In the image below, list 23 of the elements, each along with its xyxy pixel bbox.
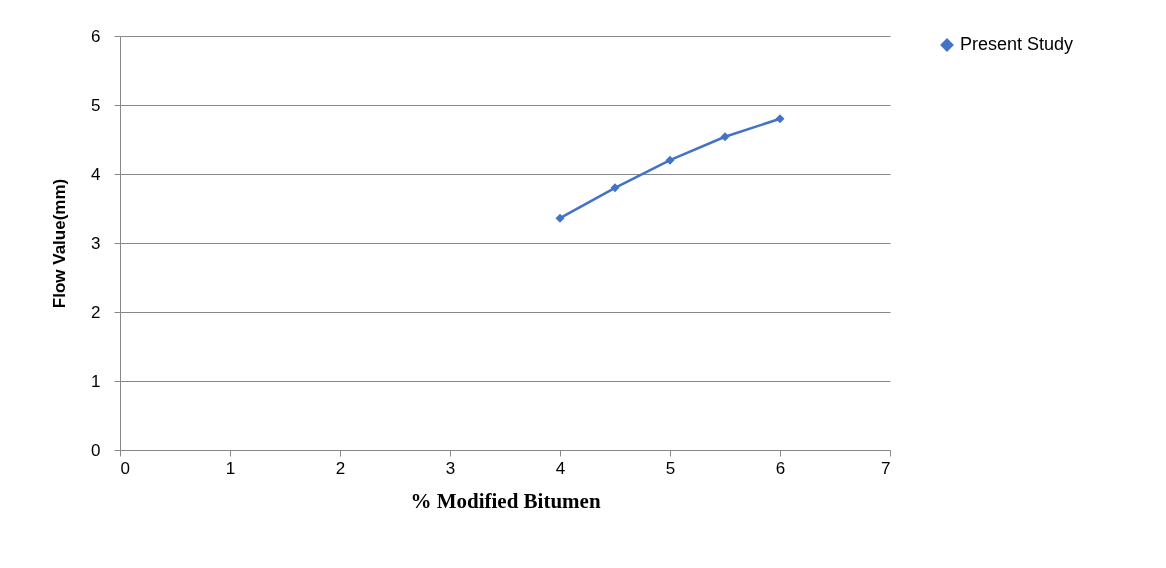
- y-tick-label: 5: [91, 95, 101, 115]
- x-tick-label: 7: [881, 458, 891, 478]
- x-tick-label: 2: [335, 458, 346, 478]
- x-tick-label: 1: [225, 458, 236, 478]
- point: [610, 183, 620, 193]
- y-tick-label: 2: [91, 302, 101, 322]
- x-tick-label: 5: [665, 458, 676, 478]
- legend-label: Present Study: [960, 34, 1074, 54]
- point: [775, 114, 785, 124]
- x-axis-title: % Modified Bitumen: [410, 488, 601, 513]
- y-tick-label: 6: [91, 26, 101, 46]
- y-tick-label: 0: [91, 440, 101, 460]
- point: [720, 132, 730, 142]
- x-tick-label: 0: [120, 458, 130, 478]
- x-tick-label: 4: [555, 458, 566, 478]
- x-tick-label: 3: [445, 458, 456, 478]
- y-tick-label: 1: [91, 371, 101, 391]
- point: [665, 155, 675, 165]
- x-tick-label: 6: [775, 458, 786, 478]
- y-axis-title: Flow Value(mm): [50, 178, 70, 309]
- y-tick-label: 3: [91, 233, 101, 253]
- point: [555, 213, 565, 223]
- y-tick-label: 4: [91, 164, 101, 184]
